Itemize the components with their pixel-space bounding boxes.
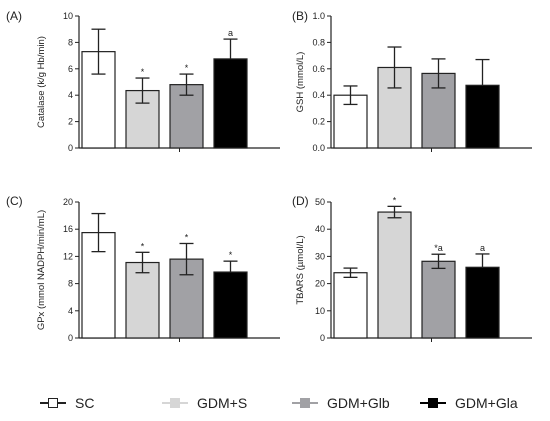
panel-label: (D)	[292, 194, 309, 208]
panel-3: (C) GPx (mmol NADPH/min/mL) 0 4 8 12 16 20 * * *	[6, 194, 280, 343]
significance-marker: a	[228, 28, 233, 38]
bar-gdm-gla	[465, 84, 500, 149]
legend-label: SC	[75, 395, 95, 411]
legend-label: GDM+S	[197, 395, 248, 411]
bar-gdm-s	[125, 261, 160, 339]
legend-marker	[162, 398, 188, 408]
y-tick-label: 2	[68, 117, 73, 127]
y-axis-title: GSH (mmol/L)	[295, 52, 306, 113]
bar-gdm-gla	[213, 271, 248, 339]
y-tick-label: 16	[63, 224, 73, 234]
panel-4: (D) TBARS (µmol/L) 0 10 20 30 40 50 * *a a	[292, 194, 532, 343]
y-tick-label: 20	[315, 279, 325, 289]
legend-item: GDM+Glb	[292, 392, 390, 414]
y-tick-label: 6	[68, 64, 73, 74]
significance-marker: *a	[434, 243, 443, 253]
y-tick-label: 30	[315, 251, 325, 261]
y-tick-label: 50	[315, 197, 325, 207]
y-tick-label: 0.6	[312, 64, 325, 74]
y-tick-label: 12	[63, 251, 73, 261]
y-tick-label: 10	[315, 306, 325, 316]
y-tick-label: 4	[68, 306, 73, 316]
legend-item: GDM+S	[162, 392, 247, 414]
significance-marker: *	[229, 250, 233, 260]
panel-label: (A)	[6, 9, 22, 23]
panel-label: (B)	[292, 9, 308, 23]
legend-item: GDM+Gla	[420, 392, 518, 414]
panel-1: (A) Catalase (k/g Hb/min) 0 2 4 6 8 10 * * a	[6, 9, 280, 153]
y-tick-label: 8	[68, 279, 73, 289]
panel-label: (C)	[6, 194, 23, 208]
y-tick-label: 0.8	[312, 37, 325, 47]
significance-marker: *	[185, 232, 189, 242]
y-tick-label: 0	[320, 333, 325, 343]
y-axis-title: Catalase (k/g Hb/min)	[36, 36, 47, 128]
y-tick-label: 40	[315, 224, 325, 234]
y-axis-title: TBARS (µmol/L)	[295, 235, 306, 304]
y-tick-label: 0	[68, 333, 73, 343]
legend-marker	[292, 398, 318, 408]
legend-marker	[420, 398, 446, 408]
y-tick-label: 20	[63, 197, 73, 207]
y-tick-label: 0.2	[312, 117, 325, 127]
bar-gdm-s	[377, 211, 412, 339]
y-tick-label: 10	[63, 11, 73, 21]
y-tick-label: 8	[68, 37, 73, 47]
y-tick-label: 1.0	[312, 11, 325, 21]
y-tick-label: 0.0	[312, 143, 325, 153]
y-tick-label: 0.4	[312, 90, 325, 100]
significance-marker: a	[480, 243, 485, 253]
legend-label: GDM+Gla	[455, 395, 518, 411]
y-tick-label: 0	[68, 143, 73, 153]
y-tick-label: 4	[68, 90, 73, 100]
significance-marker: *	[393, 195, 397, 205]
panel-2: (B) GSH (mmol/L) 0.0 0.2 0.4 0.6 0.8 1.0	[292, 9, 532, 153]
significance-marker: *	[141, 241, 145, 251]
legend-marker	[40, 398, 66, 408]
significance-marker: *	[141, 67, 145, 77]
bar-gdm-gla	[465, 266, 500, 339]
bar-gdm-gla	[213, 58, 248, 149]
y-axis-title: GPx (mmol NADPH/min/mL)	[36, 210, 47, 330]
significance-marker: *	[185, 63, 189, 73]
legend-item: SC	[40, 392, 94, 414]
bar-sc	[333, 272, 368, 339]
legend-label: GDM+Glb	[327, 395, 390, 411]
bar-gdm-glb	[421, 260, 456, 339]
legend: SC GDM+S GDM+Glb GDM+Gla	[0, 392, 550, 414]
